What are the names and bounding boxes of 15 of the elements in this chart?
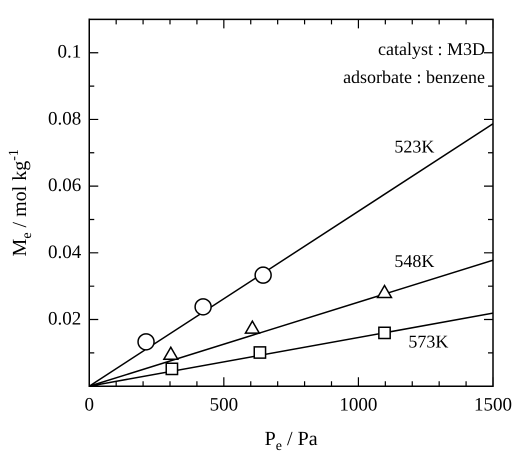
x-tick-label: 1500 [474, 394, 512, 416]
annotation: adsorbate : benzene [343, 67, 485, 88]
legend-label: 573K [408, 332, 448, 352]
y-tick-label: 0.02 [48, 308, 82, 330]
y-tick-label: 0.1 [58, 42, 82, 63]
x-tick-label: 1000 [339, 394, 378, 416]
series-label: 548K [394, 251, 434, 272]
y-axis-title: Me / mol kg-1 [7, 149, 35, 256]
annotation: catalyst : M3D [378, 39, 485, 60]
x-tick-label: 0 [84, 394, 94, 416]
y-tick-label: 0.06 [48, 175, 82, 196]
x-tick-label: 500 [210, 394, 238, 416]
y-tick-label: 0.04 [48, 242, 82, 263]
series-label: 523K [394, 136, 434, 156]
y-tick-label: 0.08 [48, 108, 82, 130]
